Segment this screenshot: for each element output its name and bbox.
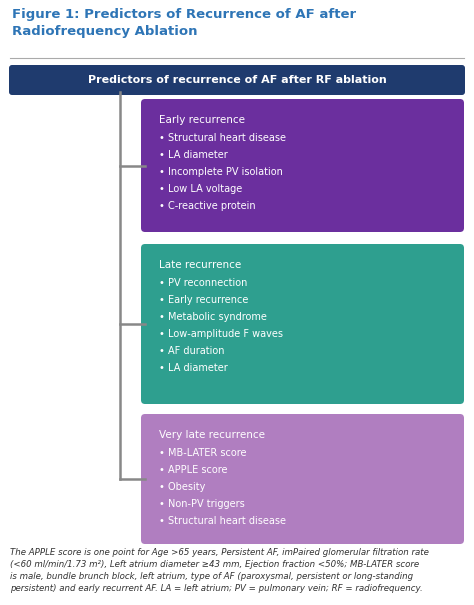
Text: • AF duration: • AF duration [159,346,225,356]
Text: Early recurrence: Early recurrence [159,115,245,125]
Text: • MB-LATER score: • MB-LATER score [159,448,246,458]
Text: • Structural heart disease: • Structural heart disease [159,133,286,143]
Text: • Structural heart disease: • Structural heart disease [159,516,286,526]
Text: • Non-PV triggers: • Non-PV triggers [159,499,245,509]
Text: Very late recurrence: Very late recurrence [159,430,265,440]
Text: • Low LA voltage: • Low LA voltage [159,184,242,194]
Text: • Low-amplitude F waves: • Low-amplitude F waves [159,329,283,339]
FancyBboxPatch shape [9,65,465,95]
Text: Figure 1: Predictors of Recurrence of AF after
Radiofrequency Ablation: Figure 1: Predictors of Recurrence of AF… [12,8,356,38]
Text: Late recurrence: Late recurrence [159,260,241,270]
FancyBboxPatch shape [141,414,464,544]
Text: • Early recurrence: • Early recurrence [159,295,248,305]
Text: • Obesity: • Obesity [159,482,205,492]
Text: The APPLE score is one point for Age >65 years, Persistent AF, imPaired glomerul: The APPLE score is one point for Age >65… [10,548,429,594]
Text: • APPLE score: • APPLE score [159,465,228,475]
Text: • C-reactive protein: • C-reactive protein [159,201,255,211]
FancyBboxPatch shape [141,244,464,404]
Text: • Metabolic syndrome: • Metabolic syndrome [159,312,267,322]
FancyBboxPatch shape [141,99,464,232]
Text: • LA diameter: • LA diameter [159,363,228,373]
Text: • PV reconnection: • PV reconnection [159,278,247,288]
Text: • Incomplete PV isolation: • Incomplete PV isolation [159,167,283,177]
Text: Predictors of recurrence of AF after RF ablation: Predictors of recurrence of AF after RF … [88,75,386,85]
Text: • LA diameter: • LA diameter [159,150,228,160]
